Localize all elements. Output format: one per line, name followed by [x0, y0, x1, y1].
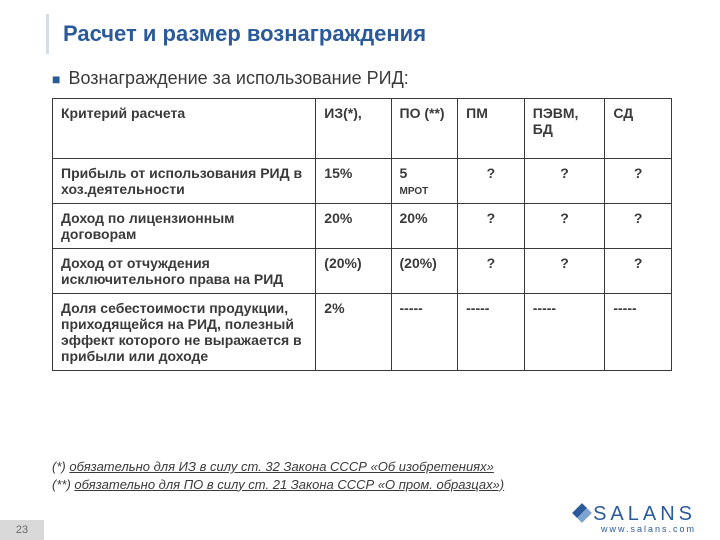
- footnote-2: (**) обязательно для ПО в силу ст. 21 За…: [52, 476, 672, 494]
- table-cell: ?: [458, 159, 525, 204]
- footnote-underline: обязательно для ПО в силу ст. 21 Закона …: [74, 477, 504, 492]
- table-cell: -----: [605, 294, 672, 371]
- title-container: Расчет и размер вознаграждения: [46, 14, 426, 54]
- col-header: ПЭВМ, БД: [524, 99, 605, 159]
- table-cell: 15%: [316, 159, 391, 204]
- bullet-text: Вознаграждение за использование РИД:: [68, 68, 408, 89]
- row-label: Доля себестоимости продукции, приходящей…: [53, 294, 316, 371]
- table-head: Критерий расчета ИЗ(*), ПО (**) ПМ ПЭВМ,…: [53, 99, 672, 159]
- bullet-icon: ■: [52, 68, 60, 90]
- bullet-row: ■ Вознаграждение за использование РИД:: [52, 68, 409, 90]
- slide-title: Расчет и размер вознаграждения: [63, 21, 426, 47]
- table-cell: 20%: [316, 204, 391, 249]
- table-cell: 20%: [391, 204, 458, 249]
- logo: SALANS www.salans.com: [575, 503, 696, 534]
- table-cell: ?: [524, 159, 605, 204]
- table-row: Прибыль от использования РИД в хоз.деяте…: [53, 159, 672, 204]
- footnote-pre: (**): [52, 477, 71, 492]
- table-cell: 2%: [316, 294, 391, 371]
- table-cell: ?: [605, 159, 672, 204]
- col-header: ПМ: [458, 99, 525, 159]
- col-header: Критерий расчета: [53, 99, 316, 159]
- table-row: Доход от отчуждения исключительного прав…: [53, 249, 672, 294]
- fees-table: Критерий расчета ИЗ(*), ПО (**) ПМ ПЭВМ,…: [52, 98, 672, 371]
- table-row: Доход по лицензионным договорам20%20%???: [53, 204, 672, 249]
- table-cell: (20%): [391, 249, 458, 294]
- cell-subtext: МРОТ: [400, 186, 429, 197]
- table-cell: ?: [458, 204, 525, 249]
- table-cell: -----: [524, 294, 605, 371]
- row-label: Доход от отчуждения исключительного прав…: [53, 249, 316, 294]
- footnotes: (*) обязательно для ИЗ в силу ст. 32 Зак…: [52, 458, 672, 493]
- col-header: СД: [605, 99, 672, 159]
- row-label: Прибыль от использования РИД в хоз.деяте…: [53, 159, 316, 204]
- page-number: 23: [0, 520, 44, 540]
- table-cell: ?: [605, 249, 672, 294]
- table-cell: ?: [524, 204, 605, 249]
- col-header: ПО (**): [391, 99, 458, 159]
- table-cell: -----: [391, 294, 458, 371]
- footnote-pre: (*): [52, 459, 66, 474]
- table-cell: ?: [524, 249, 605, 294]
- footnote-1: (*) обязательно для ИЗ в силу ст. 32 Зак…: [52, 458, 672, 476]
- table-cell: -----: [458, 294, 525, 371]
- row-label: Доход по лицензионным договорам: [53, 204, 316, 249]
- table-row: Доля себестоимости продукции, приходящей…: [53, 294, 672, 371]
- diamond-icon: [572, 503, 592, 523]
- logo-main: SALANS: [575, 503, 696, 526]
- table-cell: ?: [458, 249, 525, 294]
- logo-text: SALANS: [593, 503, 696, 526]
- table-body: Прибыль от использования РИД в хоз.деяте…: [53, 159, 672, 371]
- table-cell: ?: [605, 204, 672, 249]
- col-header: ИЗ(*),: [316, 99, 391, 159]
- footnote-underline: обязательно для ИЗ в силу ст. 32 Закона …: [69, 459, 494, 474]
- table-cell: (20%): [316, 249, 391, 294]
- table-cell: 5МРОТ: [391, 159, 458, 204]
